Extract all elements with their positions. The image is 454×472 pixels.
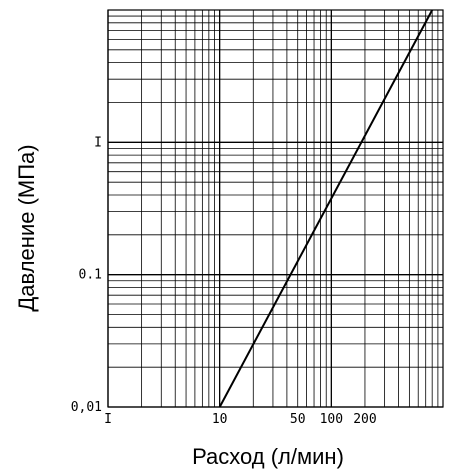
y-tick-labels: 0,01 0.1 I [71,135,102,415]
plot-background [108,10,443,407]
y-tick-label: I [94,135,102,150]
x-tick-label: 50 [290,412,306,427]
y-tick-label: 0,01 [71,400,102,415]
x-tick-label: 200 [353,412,376,427]
plot-frame [107,9,444,408]
series-layer [218,9,434,408]
x-tick-label: I [104,412,112,427]
x-tick-labels: I 10 50 100 200 [104,412,377,427]
series-line [218,9,434,408]
grid [107,10,443,408]
y-axis-title: Давление (МПа) [14,144,39,311]
y-tick-label: 0.1 [79,268,102,283]
x-tick-label: 100 [320,412,343,427]
x-tick-label: 10 [212,412,228,427]
x-axis-title: Расход (л/мин) [192,444,344,469]
